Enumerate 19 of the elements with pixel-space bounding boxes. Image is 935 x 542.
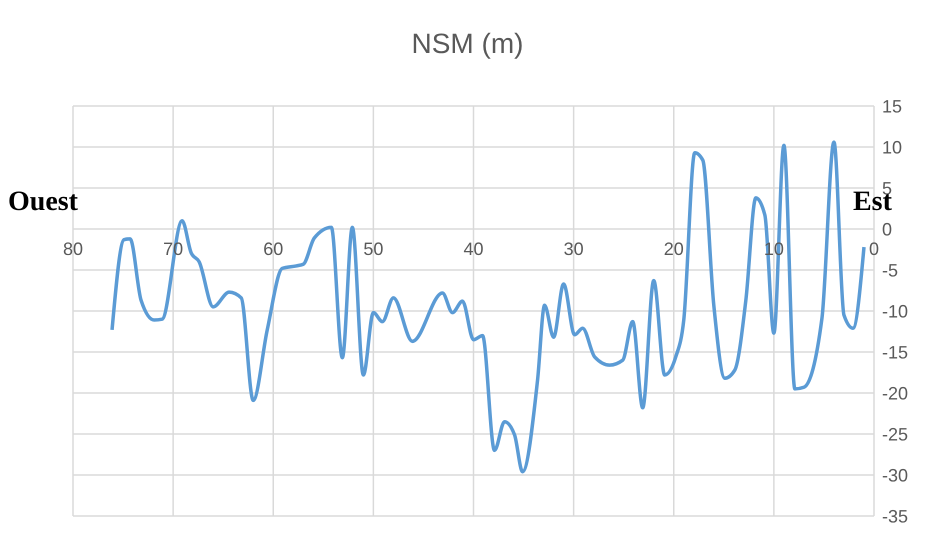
annotation: Ouest — [8, 186, 78, 218]
y-tick-label: 15 — [882, 96, 902, 116]
y-tick-label: 10 — [882, 137, 902, 158]
x-tick-label: 40 — [463, 239, 484, 259]
y-tick-label: -15 — [882, 342, 908, 362]
x-tick-label: 50 — [363, 239, 384, 259]
y-tick-label: -20 — [882, 383, 908, 404]
x-tick-label: 20 — [664, 239, 684, 259]
y-tick-label: -10 — [882, 301, 908, 322]
x-tick-label: 30 — [564, 239, 584, 259]
x-tick-label: 80 — [62, 239, 84, 259]
y-tick-label: -25 — [882, 424, 908, 444]
chart-title: NSM (m) — [410, 28, 524, 60]
x-tick-label: 60 — [263, 239, 284, 259]
y-tick-label: 0 — [882, 219, 892, 240]
y-tick-label: -30 — [882, 465, 908, 486]
y-tick-label: -35 — [882, 506, 908, 526]
y-tick-label: -5 — [882, 260, 898, 280]
x-tick-label: 0 — [868, 239, 880, 259]
